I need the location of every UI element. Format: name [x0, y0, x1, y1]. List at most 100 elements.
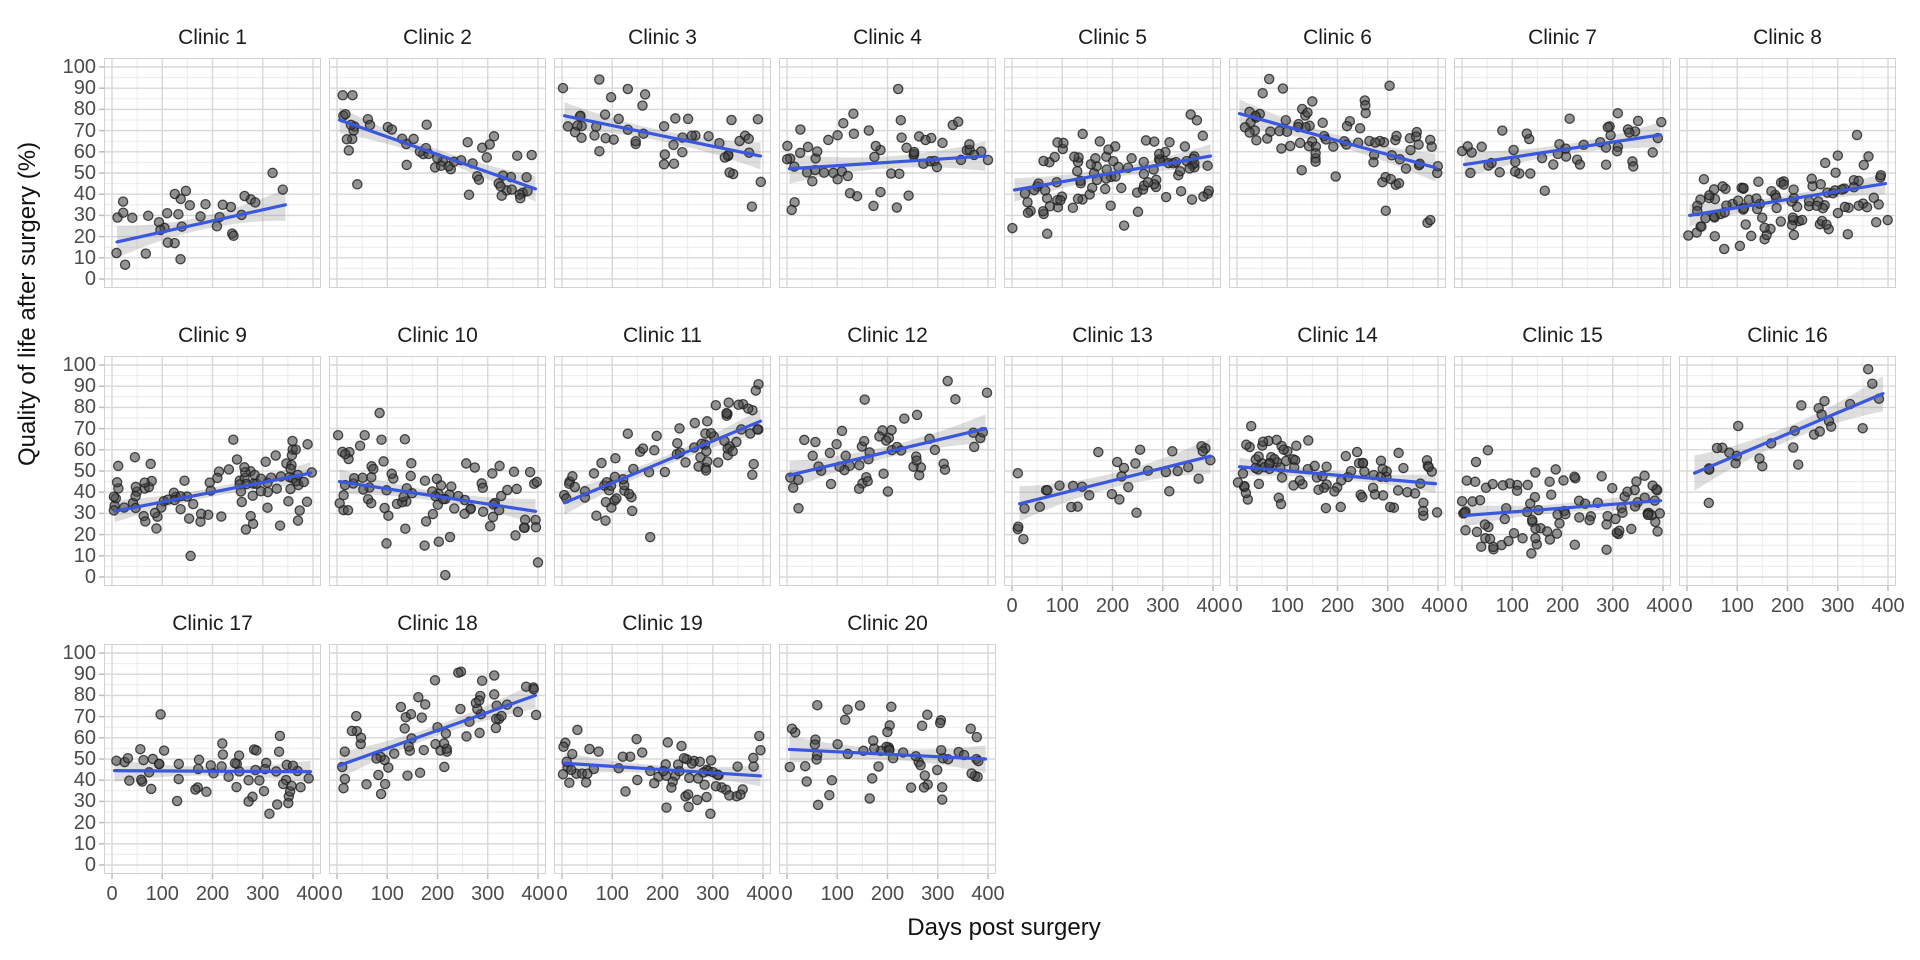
data-point [920, 134, 931, 146]
data-point [705, 755, 717, 766]
data-point [1830, 167, 1841, 178]
data-point [694, 756, 706, 767]
data-point [1647, 147, 1658, 158]
data-point [361, 779, 372, 790]
data-point [1524, 498, 1536, 509]
points-layer [785, 375, 993, 514]
data-point [153, 758, 165, 770]
data-point [1530, 532, 1541, 544]
data-point [1509, 166, 1521, 177]
data-point [781, 153, 793, 165]
data-point [526, 149, 537, 161]
data-point [929, 444, 941, 456]
scatter-plot-canvas [1004, 356, 1221, 591]
facet-title: Clinic 14 [1297, 324, 1378, 347]
data-point [832, 174, 843, 185]
data-point [899, 413, 910, 424]
data-point [1738, 182, 1749, 194]
data-point [648, 777, 660, 789]
data-point [807, 176, 818, 187]
data-point [406, 458, 417, 469]
data-point [911, 409, 923, 421]
data-point [1384, 501, 1396, 513]
data-point [223, 464, 235, 475]
y-axis-tick-label: 80 [73, 684, 96, 707]
data-point [1788, 184, 1799, 195]
data-point [258, 785, 270, 797]
data-point [494, 460, 505, 472]
points-layer [557, 74, 767, 212]
data-point [733, 399, 744, 411]
data-point [1626, 523, 1637, 535]
data-point [1034, 501, 1046, 513]
data-point [1271, 434, 1282, 446]
data-point [350, 710, 362, 722]
data-point [373, 769, 384, 781]
data-point [838, 117, 849, 129]
facet-panel [99, 644, 321, 879]
data-point [461, 731, 472, 742]
data-point [1734, 240, 1746, 252]
data-point [338, 782, 349, 794]
panel-border [554, 356, 771, 586]
data-point [915, 760, 926, 771]
data-point [287, 760, 299, 771]
panel-border [104, 644, 321, 874]
data-point [359, 429, 370, 441]
grid-major-lines [1679, 58, 1896, 288]
data-point [676, 740, 687, 752]
data-point [239, 190, 250, 202]
facet-panel [779, 356, 996, 586]
data-point [119, 259, 131, 270]
data-point [952, 116, 964, 128]
data-point [175, 503, 186, 515]
data-point [689, 417, 701, 429]
data-point [564, 777, 575, 789]
data-point [1111, 456, 1123, 468]
data-point [173, 773, 184, 785]
data-point [1792, 459, 1804, 470]
data-point [662, 737, 674, 748]
data-point [630, 136, 641, 147]
grid-major-lines [104, 644, 321, 874]
y-axis-tick-label: 40 [73, 183, 96, 206]
data-point [557, 82, 569, 94]
data-point [1647, 480, 1658, 491]
data-point [138, 754, 149, 766]
data-point [1851, 129, 1863, 141]
points-layer [784, 699, 984, 811]
data-point [388, 748, 400, 759]
data-point [374, 407, 385, 419]
data-point [1511, 485, 1523, 497]
data-point [848, 108, 859, 119]
data-point [617, 751, 629, 762]
data-point [1788, 229, 1800, 241]
data-point [193, 754, 205, 766]
data-point [832, 739, 843, 750]
data-point [240, 524, 252, 535]
data-point [793, 503, 804, 514]
trend-line [1237, 112, 1438, 170]
trend-line [1012, 154, 1213, 192]
data-point [217, 738, 228, 749]
x-axis-tick-marks [1686, 586, 1889, 591]
facet-panel [1004, 356, 1221, 591]
data-point [223, 771, 234, 783]
data-point [1814, 426, 1826, 437]
data-point [802, 141, 814, 153]
data-point [1153, 148, 1165, 160]
data-point [453, 667, 464, 678]
data-point [918, 782, 930, 793]
trend-line [787, 154, 988, 171]
data-point [1345, 465, 1357, 477]
data-point [435, 480, 447, 491]
data-point [668, 158, 680, 169]
y-axis-tick-label: 70 [73, 705, 96, 728]
data-point [129, 451, 141, 463]
data-point [184, 200, 196, 211]
data-point [1257, 87, 1268, 99]
panel-border [104, 58, 321, 288]
data-point [398, 491, 409, 503]
data-point [799, 760, 811, 772]
data-point [599, 109, 611, 120]
